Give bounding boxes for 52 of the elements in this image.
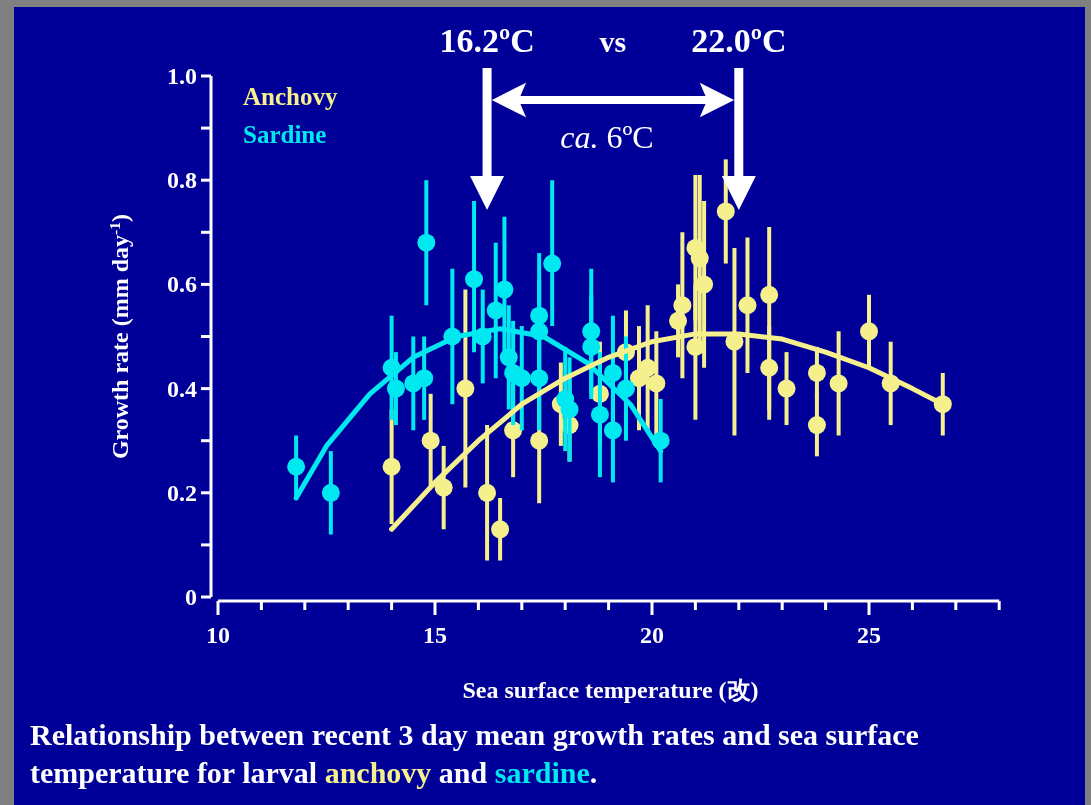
text: vs <box>599 25 627 58</box>
ref-line-label: 16.2ºC <box>439 22 535 59</box>
x-tick-label: 25 <box>857 622 881 648</box>
point <box>686 337 705 356</box>
point <box>582 337 601 356</box>
point <box>738 296 757 315</box>
x-tick-label: 15 <box>423 622 447 648</box>
text: Anchovy <box>243 83 338 110</box>
point <box>603 363 622 382</box>
y-tick-label: 0.4 <box>167 375 197 402</box>
point <box>760 358 779 377</box>
x-tick-label: 10 <box>206 622 230 648</box>
y-tick-label: 0 <box>185 584 197 610</box>
annotation: ca. 6ºC <box>560 119 654 155</box>
point <box>673 296 692 315</box>
point <box>695 275 714 294</box>
point <box>777 379 796 398</box>
ref-line-label: 22.0ºC <box>691 22 787 59</box>
point <box>321 483 340 502</box>
point <box>807 363 826 382</box>
point <box>603 421 622 440</box>
y-tick-label: 0.6 <box>167 271 197 298</box>
y-tick-label: 0.2 <box>167 479 197 506</box>
y-tick-label: 0.8 <box>167 167 197 194</box>
point <box>530 369 549 388</box>
point <box>560 400 579 419</box>
point <box>716 202 735 221</box>
point <box>491 520 510 539</box>
point <box>829 374 848 393</box>
x-tick-label: 20 <box>640 622 664 648</box>
point <box>543 254 562 273</box>
point <box>760 285 779 304</box>
chart-title: Relationship between recent 3 day mean growth rates and sea surface temperature for larval anchovy and sardine. <box>30 718 919 789</box>
point <box>530 431 549 450</box>
point <box>478 483 497 502</box>
point <box>287 457 306 476</box>
point <box>807 416 826 435</box>
point <box>386 379 405 398</box>
point <box>495 280 514 299</box>
text: Sardine <box>243 121 327 148</box>
point <box>647 374 666 393</box>
point <box>434 478 453 497</box>
point <box>456 379 475 398</box>
point <box>382 457 401 476</box>
point <box>415 369 434 388</box>
point <box>417 233 436 252</box>
y-tick-label: 1.0 <box>167 63 197 89</box>
point <box>465 270 484 289</box>
x-axis-title: Sea surface temperature (改) <box>462 677 759 703</box>
point <box>590 405 609 424</box>
point <box>421 431 440 450</box>
point <box>860 322 878 341</box>
